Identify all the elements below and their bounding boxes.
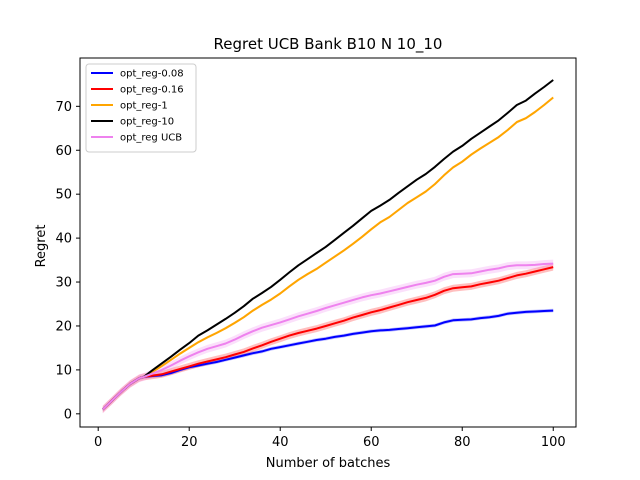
y-tick-label: 10 (55, 363, 72, 378)
y-axis-label: Regret (34, 225, 49, 268)
x-tick-label: 20 (181, 435, 198, 450)
legend-box (85, 63, 197, 153)
x-tick-label: 60 (363, 435, 380, 450)
line-series-0 (102, 309, 554, 411)
x-axis-label: Number of batches (266, 456, 391, 471)
line-series-3 (102, 79, 554, 411)
y-tick-label: 0 (64, 407, 72, 422)
line-series-1 (102, 266, 554, 411)
y-axis-ticks: 0 10 20 30 40 50 60 70 (55, 100, 80, 422)
line-series-4 (102, 262, 554, 411)
y-tick-label: 60 (55, 144, 72, 159)
x-tick-label: 40 (272, 435, 289, 450)
x-axis-ticks: 0 20 40 60 80 100 (94, 427, 566, 450)
series-lines (102, 79, 554, 411)
y-tick-label: 20 (55, 319, 72, 334)
legend-label-0: opt_reg-0.08 (120, 69, 184, 80)
y-tick-label: 70 (55, 100, 72, 115)
legend-label-3: opt_reg-10 (120, 117, 174, 128)
y-tick-label: 30 (55, 276, 72, 291)
chart-title: Regret UCB Bank B10 N 10_10 (214, 35, 443, 54)
y-tick-label: 40 (55, 232, 72, 247)
plot-frame (79, 57, 577, 428)
x-tick-label: 100 (541, 435, 566, 450)
legend-label-1: opt_reg-0.16 (120, 85, 184, 96)
legend-label-4: opt_reg UCB (120, 133, 182, 144)
legend: opt_reg-0.08 opt_reg-0.16 opt_reg-1 opt_reg… (85, 63, 197, 153)
x-tick-label: 80 (454, 435, 471, 450)
y-tick-label: 50 (55, 188, 72, 203)
x-tick-label: 0 (94, 435, 102, 450)
line-series-2 (102, 96, 554, 411)
legend-label-2: opt_reg-1 (120, 101, 168, 112)
